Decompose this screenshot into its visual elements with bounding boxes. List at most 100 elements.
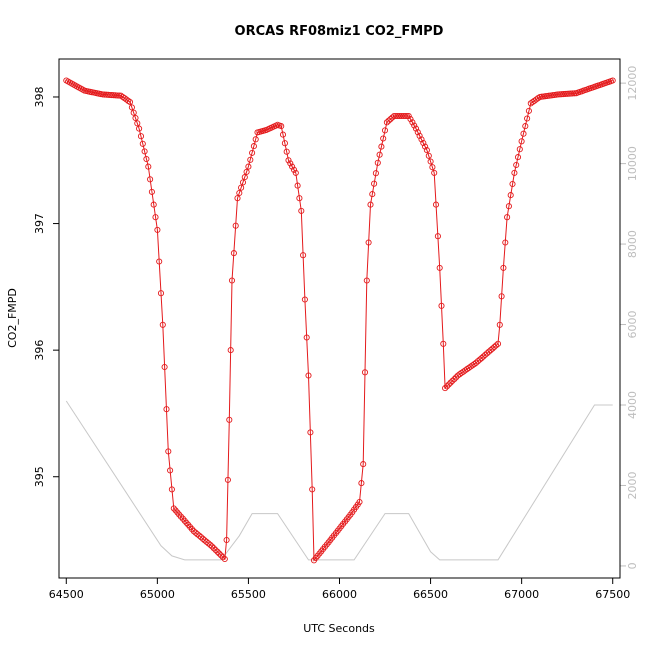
data-point — [500, 264, 507, 271]
data-point — [300, 252, 307, 259]
data-point — [412, 125, 420, 132]
data-point — [289, 163, 296, 170]
data-point — [438, 302, 445, 309]
data-point — [227, 347, 234, 354]
data-point — [148, 188, 155, 195]
data-point — [150, 201, 157, 208]
data-point — [361, 369, 369, 376]
data-point — [278, 123, 285, 130]
data-point — [285, 157, 292, 164]
data-point — [367, 201, 374, 208]
data-point — [369, 191, 376, 198]
data-point — [208, 543, 216, 550]
data-point — [427, 158, 434, 165]
data-point — [221, 555, 228, 563]
data-point — [453, 374, 460, 381]
x-tick-label: 64500 — [49, 588, 84, 601]
data-point — [380, 135, 387, 142]
data-point — [516, 146, 523, 153]
data-point — [474, 358, 481, 365]
y-axis-label: CO2_FMPD — [6, 288, 19, 348]
data-point — [224, 476, 231, 483]
data-point — [491, 343, 498, 351]
data-point — [245, 163, 252, 170]
data-point — [298, 207, 305, 214]
data-point — [385, 117, 392, 124]
y2-tick-label: 0 — [626, 562, 639, 569]
data-point — [507, 192, 514, 199]
data-point — [489, 345, 496, 352]
y-tick-label: 396 — [33, 340, 46, 361]
data-point — [498, 293, 505, 300]
y2-tick-label: 4000 — [626, 391, 639, 419]
data-point — [505, 203, 512, 210]
data-point — [126, 98, 134, 106]
data-point — [190, 528, 197, 535]
y-tick-label: 397 — [33, 213, 46, 234]
data-point — [116, 92, 123, 99]
data-point — [170, 505, 177, 512]
data-point — [234, 195, 241, 202]
data-point — [143, 155, 150, 163]
data-point — [418, 136, 425, 143]
data-point — [434, 233, 441, 240]
data-point — [279, 131, 287, 138]
data-point — [431, 169, 438, 176]
data-point — [524, 115, 531, 122]
data-point — [504, 214, 511, 221]
x-tick-label: 65000 — [140, 588, 175, 601]
data-point — [132, 114, 139, 122]
data-point — [376, 151, 383, 158]
data-point — [520, 130, 527, 137]
data-point — [525, 107, 532, 114]
data-point — [239, 179, 247, 186]
data-point — [480, 353, 487, 360]
data-point — [365, 239, 372, 246]
data-point — [183, 519, 190, 526]
data-point — [223, 536, 230, 544]
data-point — [356, 498, 363, 506]
data-point — [429, 164, 436, 171]
data-point — [416, 132, 423, 139]
data-point — [134, 120, 141, 127]
data-point — [281, 140, 288, 147]
data-point — [518, 138, 525, 145]
data-point — [405, 112, 412, 120]
co2-line — [66, 80, 613, 562]
data-point — [609, 77, 616, 84]
data-point — [196, 532, 203, 539]
data-point — [402, 112, 409, 120]
data-point — [482, 351, 489, 358]
data-point — [177, 513, 185, 520]
data-point — [493, 342, 500, 349]
data-point — [212, 546, 219, 554]
data-point — [436, 264, 443, 271]
data-point — [443, 383, 451, 390]
data-point — [147, 176, 154, 183]
data-point — [440, 340, 447, 347]
data-point — [383, 119, 390, 126]
axes-layer: 64500 65000 65500 66000 66500 67000 67500 395 39… — [33, 66, 639, 601]
data-point — [409, 119, 416, 126]
data-point — [232, 222, 239, 229]
data-point — [198, 534, 205, 541]
data-point — [522, 123, 529, 130]
data-point — [157, 290, 165, 297]
data-point — [130, 109, 137, 116]
data-point — [301, 296, 308, 303]
data-point — [136, 125, 143, 132]
data-point — [137, 133, 145, 140]
data-point — [156, 258, 163, 265]
data-point — [145, 163, 152, 170]
data-point — [241, 174, 248, 181]
data-point — [371, 180, 378, 187]
data-point — [422, 143, 429, 150]
data-point — [194, 531, 201, 538]
data-point — [451, 376, 458, 383]
x-tick-label: 67000 — [504, 588, 539, 601]
data-point — [219, 554, 226, 561]
y2-tick-label: 2000 — [626, 471, 639, 499]
x-tick-label: 67500 — [595, 588, 630, 601]
y2-tick-label: 10000 — [626, 146, 639, 181]
